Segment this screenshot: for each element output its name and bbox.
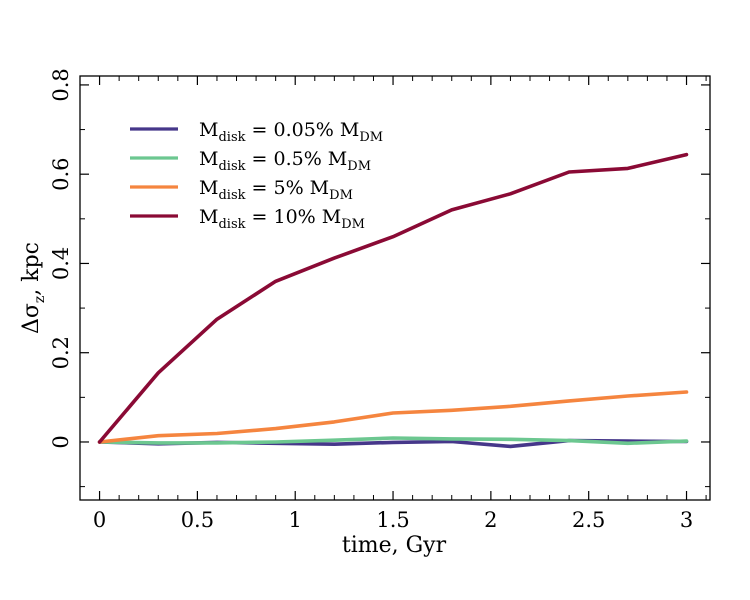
y-axis-title: Δσz, kpc xyxy=(19,242,48,334)
x-tick-label: 2 xyxy=(484,508,497,532)
y-tick-label: 0.2 xyxy=(49,336,73,369)
series-layer xyxy=(97,152,689,449)
y-axis-title-subscript: z xyxy=(32,296,48,303)
x-tick-label: 3 xyxy=(680,508,693,532)
legend: Mdisk = 0.05% MDM Mdisk = 0.5% MDM Mdisk =… xyxy=(130,119,383,232)
y-tick-label: 0.8 xyxy=(49,68,73,101)
y-tick-label: 0.4 xyxy=(49,247,73,280)
legend-label-1: Mdisk = 0.05% MDM xyxy=(199,119,383,145)
x-tick-label: 1 xyxy=(289,508,302,532)
plot-frame xyxy=(79,75,711,501)
series-line-2 xyxy=(97,436,689,446)
axis-ticks: 0 0.5 1 1.5 2 2.5 3 0 0.2 0.4 0.6 0.8 xyxy=(49,68,710,532)
x-tick-label: 0 xyxy=(93,508,106,532)
series-line-4 xyxy=(97,152,689,444)
x-tick-label: 2.5 xyxy=(572,508,605,532)
legend-label-2: Mdisk = 0.5% MDM xyxy=(199,148,371,174)
x-tick-label: 0.5 xyxy=(181,508,214,532)
y-tick-label: 0 xyxy=(49,435,73,448)
y-axis-title-prefix: Δσ xyxy=(19,303,44,334)
y-axis-title-suffix: , kpc xyxy=(19,242,44,296)
series-line-3 xyxy=(97,390,689,444)
x-axis-title: time, Gyr xyxy=(342,533,447,558)
legend-label-3: Mdisk = 5% MDM xyxy=(199,177,353,203)
x-tick-label: 1.5 xyxy=(376,508,409,532)
legend-label-4: Mdisk = 10% MDM xyxy=(199,206,365,232)
y-tick-label: 0.6 xyxy=(49,157,73,190)
